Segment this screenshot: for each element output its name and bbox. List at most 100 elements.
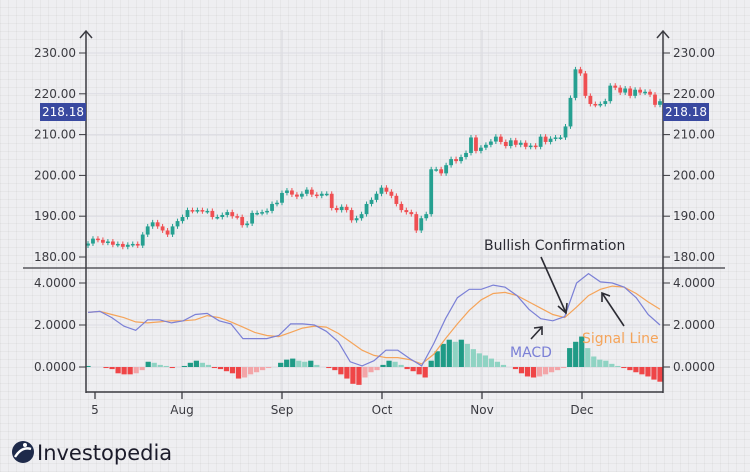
candle: [270, 201, 274, 214]
price-tick-left: 200.00: [34, 168, 76, 182]
candle: [265, 208, 269, 215]
candle-body: [543, 136, 548, 142]
histogram-bar: [482, 355, 488, 367]
histogram-bar: [536, 367, 543, 377]
candle-body: [518, 142, 523, 145]
candle-body: [588, 95, 593, 104]
candle: [613, 83, 618, 91]
candle: [354, 215, 359, 223]
histogram-bar: [555, 367, 561, 371]
candle-body: [484, 144, 488, 148]
candle: [444, 162, 449, 176]
candle-body: [185, 210, 190, 218]
candle: [484, 142, 488, 151]
candle-body: [245, 223, 250, 226]
candle-body: [643, 91, 647, 94]
candle-body: [225, 212, 230, 215]
histogram-bar: [524, 367, 531, 377]
candle: [130, 241, 135, 248]
candle: [255, 210, 260, 216]
candle-body: [503, 141, 508, 147]
price-tick-right: 180.00: [673, 250, 715, 264]
candle: [165, 228, 170, 238]
candle: [384, 185, 389, 195]
histogram-bar: [199, 362, 206, 367]
candle: [598, 101, 603, 108]
candle: [140, 232, 145, 249]
histogram-bar: [512, 367, 519, 370]
candle-body: [563, 126, 568, 138]
candle: [588, 93, 593, 107]
candle: [205, 208, 210, 214]
candle-body: [409, 212, 414, 215]
histogram-bar: [235, 367, 242, 379]
candle-body: [528, 145, 533, 148]
candle: [210, 208, 215, 220]
candle: [160, 223, 165, 233]
candle-body: [205, 210, 210, 213]
histogram-bar: [109, 367, 115, 370]
candle: [101, 237, 105, 246]
candle-body: [339, 206, 344, 211]
histogram-bar: [476, 353, 482, 367]
candle-body: [220, 214, 225, 218]
candle-body: [434, 169, 439, 171]
candle: [508, 137, 513, 149]
candle-body: [508, 140, 513, 147]
histogram-bar: [302, 361, 308, 367]
candle: [91, 236, 95, 246]
candle-body: [210, 210, 215, 218]
candle-body: [120, 243, 125, 247]
candle: [648, 89, 652, 98]
candle: [404, 207, 409, 215]
price-tick-left: 210.00: [34, 128, 76, 142]
x-tick-label: Sep: [271, 403, 294, 417]
price-tick-left: 180.00: [34, 250, 76, 264]
candle-body: [275, 202, 279, 205]
candle: [533, 143, 538, 150]
candle-body: [349, 210, 354, 221]
candle: [464, 150, 468, 160]
candle: [488, 139, 493, 148]
histogram-bar: [380, 364, 386, 367]
candle: [449, 156, 453, 168]
candle-body: [314, 194, 319, 197]
histogram-bar: [350, 367, 356, 384]
candle-body: [469, 137, 473, 153]
candle: [220, 212, 225, 220]
candle: [290, 188, 294, 198]
candle: [603, 98, 608, 107]
x-tick-label: 5: [91, 403, 99, 417]
histogram-bar: [633, 367, 639, 373]
candle: [568, 95, 573, 129]
candle-body: [538, 136, 543, 147]
histogram-bar: [181, 365, 187, 367]
histogram-bar: [211, 367, 218, 369]
histogram-bar: [416, 367, 422, 375]
histogram-bar: [597, 359, 603, 367]
histogram-bar: [157, 364, 163, 367]
candle: [215, 214, 220, 220]
candle-body: [548, 138, 553, 142]
candle-body: [523, 142, 528, 147]
histogram-bar: [308, 360, 314, 367]
histogram-bar: [193, 360, 199, 367]
histogram-bar: [434, 351, 440, 367]
candle: [86, 241, 90, 249]
histogram-bar: [205, 364, 212, 367]
candle: [339, 204, 344, 213]
histogram-bar: [488, 358, 495, 367]
candle-body: [105, 241, 110, 243]
histogram-bar: [645, 367, 651, 377]
candle: [304, 187, 309, 197]
histogram-bar: [615, 365, 621, 367]
candle-body: [125, 244, 130, 247]
candle: [399, 201, 404, 213]
candle: [364, 201, 369, 217]
candle-body: [150, 222, 155, 227]
candle-body: [160, 226, 165, 231]
histogram-bar: [362, 367, 368, 378]
macd-tick-right: 0.0000: [673, 360, 715, 374]
candle: [275, 200, 279, 207]
candle: [180, 214, 185, 224]
